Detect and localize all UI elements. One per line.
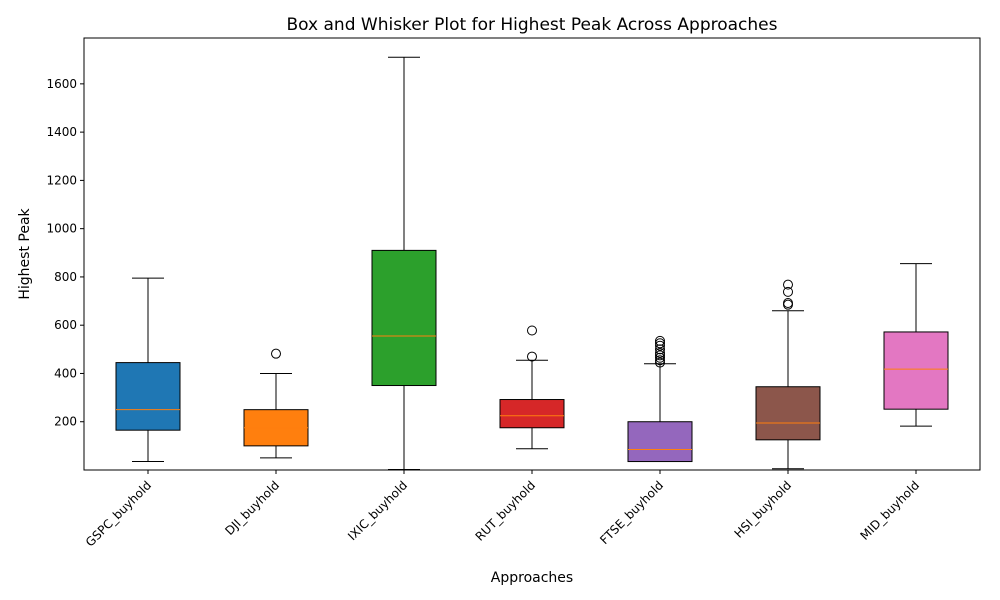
box-group-IXIC_buyhold [371,56,437,471]
x-tick-label: FTSE_buyhold [597,478,666,547]
y-tick-label: 1400 [46,125,77,139]
chart-title: Box and Whisker Plot for Highest Peak Ac… [287,15,778,35]
outlier-point [783,297,793,308]
outlier-point [655,357,665,368]
box-iqr [371,249,437,387]
y-tick-label: 1600 [46,77,77,91]
outlier-point [655,338,665,349]
x-axis-label: Approaches [491,570,573,586]
outlier-point [527,351,537,362]
x-tick-label: RUT_buyhold [473,478,539,544]
x-tick-label: MID_buyhold [858,478,923,543]
y-tick-label: 1000 [46,222,77,236]
x-tick-label: IXIC_buyhold [345,478,410,543]
outlier-point [527,325,537,336]
y-tick-label: 400 [54,366,77,380]
box-iqr [499,399,565,429]
y-tick-label: 1200 [46,173,77,187]
outlier-point [783,279,793,290]
outlier-point [655,344,665,355]
y-tick-label: 200 [54,415,77,429]
boxes-layer [115,56,949,471]
x-tick-label: HSI_buyhold [732,478,795,541]
box-iqr [115,362,181,431]
outlier-point [655,347,665,358]
box-iqr [755,386,821,441]
box-group-MID_buyhold [883,263,949,427]
x-tick-label: GSPC_buyhold [83,478,154,549]
outlier-point [655,352,665,363]
outlier-point [655,335,665,346]
y-tick-label: 800 [54,270,77,284]
y-axis-label: Highest Peak [17,207,33,299]
box-iqr [883,331,949,410]
box-group-DJI_buyhold [243,348,309,459]
outlier-point [655,340,665,351]
outlier-point [655,350,665,361]
box-group-RUT_buyhold [499,325,565,450]
box-group-HSI_buyhold [755,279,821,470]
box-group-GSPC_buyhold [115,277,181,463]
x-axis: GSPC_buyhold DJI_buyhold IXIC_buyhold RUT_b… [83,470,922,549]
outlier-point [783,286,793,297]
box-iqr [627,421,693,463]
outlier-point [655,355,665,366]
outlier-point [271,348,281,359]
box-group-FTSE_buyhold [627,335,693,463]
x-tick-label: DJI_buyhold [222,478,282,538]
y-axis: 200 400 600 800 1000 1200 1400 1600 [46,77,84,429]
y-tick-label: 600 [54,318,77,332]
